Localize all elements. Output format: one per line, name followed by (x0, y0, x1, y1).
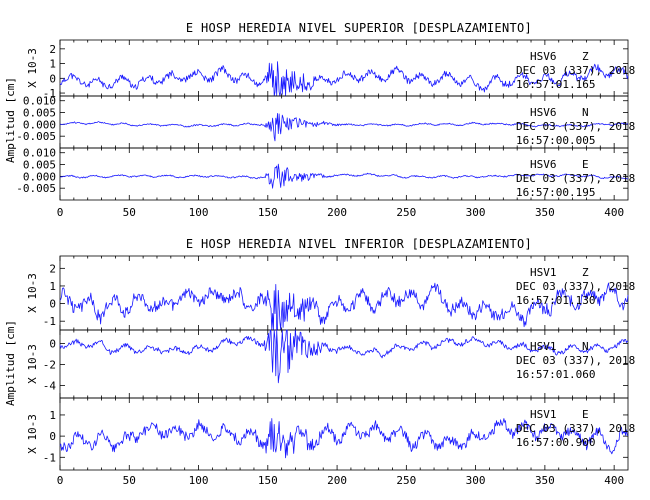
x-tick-label: 0 (57, 474, 64, 487)
lower-level-figure: E HOSP HEREDIA NIVEL INFERIOR [DESPLAZAM… (4, 237, 635, 487)
component-label: N (582, 340, 589, 353)
scale-factor-label: X 10-3 (26, 48, 39, 88)
x-tick-label: 200 (327, 474, 347, 487)
x-tick-label: 300 (466, 474, 486, 487)
panel-frame (59, 147, 629, 201)
y-axis-title: Amplitud [cm] (4, 77, 17, 163)
figure-title: E HOSP HEREDIA NIVEL INFERIOR [DESPLAZAM… (186, 237, 532, 251)
x-tick-label: 150 (258, 206, 278, 219)
x-tick-label: 100 (189, 206, 209, 219)
time-label: 16:57:00.005 (516, 134, 595, 147)
waveform-trace (59, 163, 629, 189)
y-tick-label: 0.005 (23, 107, 56, 120)
channel-label: HSV6 (530, 106, 557, 119)
x-tick-label: 0 (57, 206, 64, 219)
date-label: DEC 03 (337), 2018 (516, 64, 635, 77)
channel-label: HSV1 (530, 266, 557, 279)
date-label: DEC 03 (337), 2018 (516, 120, 635, 133)
y-tick-label: 2 (49, 262, 56, 275)
y-tick-label: 2 (49, 43, 56, 56)
x-tick-label: 50 (123, 474, 136, 487)
x-tick-label: 150 (258, 474, 278, 487)
y-tick-label: -1 (43, 87, 56, 100)
y-tick-label: 0 (49, 430, 56, 443)
x-tick-label: 200 (327, 206, 347, 219)
y-tick-label: 0.010 (23, 95, 56, 108)
scale-factor-label: X 10-3 (26, 344, 39, 384)
x-tick-label: 250 (396, 474, 416, 487)
panel-frame (59, 397, 629, 471)
y-tick-label: 1 (49, 280, 56, 293)
upper-level-figure: E HOSP HEREDIA NIVEL SUPERIOR [DESPLAZAM… (4, 21, 635, 219)
y-tick-label: -4 (43, 379, 57, 392)
date-label: DEC 03 (337), 2018 (516, 422, 635, 435)
x-tick-label: 400 (604, 206, 624, 219)
time-label: 16:57:00.900 (516, 436, 595, 449)
x-tick-label: 350 (535, 474, 555, 487)
waveform-trace (59, 418, 629, 459)
date-label: DEC 03 (337), 2018 (516, 354, 635, 367)
y-tick-label: 0 (49, 72, 56, 85)
y-tick-label: 1 (49, 409, 56, 422)
y-tick-label: 0 (49, 298, 56, 311)
y-tick-label: -0.005 (16, 182, 56, 195)
date-label: DEC 03 (337), 2018 (516, 280, 635, 293)
y-tick-label: -2 (43, 359, 56, 372)
time-label: 16:57:01.165 (516, 78, 595, 91)
x-tick-label: 300 (466, 206, 486, 219)
y-tick-label: 0.005 (23, 159, 56, 172)
scale-factor-label: X 10-3 (26, 414, 39, 454)
time-label: 16:57:01.060 (516, 368, 595, 381)
x-tick-label: 250 (396, 206, 416, 219)
y-tick-label: 0.000 (23, 170, 56, 183)
y-axis-title: Amplitud [cm] (4, 320, 17, 406)
y-tick-label: -0.005 (16, 130, 56, 143)
y-tick-label: 1 (49, 58, 56, 71)
x-tick-label: 50 (123, 206, 136, 219)
y-tick-label: -1 (43, 451, 56, 464)
channel-label: HSV1 (530, 408, 557, 421)
waveform-trace (59, 329, 629, 384)
component-label: Z (582, 266, 589, 279)
x-tick-label: 350 (535, 206, 555, 219)
component-label: E (582, 408, 589, 421)
component-label: Z (582, 50, 589, 63)
channel-label: HSV1 (530, 340, 557, 353)
waveform-trace (59, 113, 629, 142)
date-label: DEC 03 (337), 2018 (516, 172, 635, 185)
y-tick-label: 0 (49, 338, 56, 351)
scale-factor-label: X 10-3 (26, 273, 39, 313)
component-label: E (582, 158, 589, 171)
channel-label: HSV6 (530, 158, 557, 171)
figure-title: E HOSP HEREDIA NIVEL SUPERIOR [DESPLAZAM… (186, 21, 532, 35)
waveform-trace (59, 61, 629, 97)
y-tick-label: -1 (43, 315, 56, 328)
x-tick-label: 400 (604, 474, 624, 487)
y-tick-label: 0.010 (23, 147, 56, 160)
channel-label: HSV6 (530, 50, 557, 63)
waveform-trace (59, 282, 629, 331)
y-tick-label: 0.000 (23, 118, 56, 131)
time-label: 16:57:00.195 (516, 186, 595, 199)
component-label: N (582, 106, 589, 119)
time-label: 16:57:01.130 (516, 294, 595, 307)
x-tick-label: 100 (189, 474, 209, 487)
